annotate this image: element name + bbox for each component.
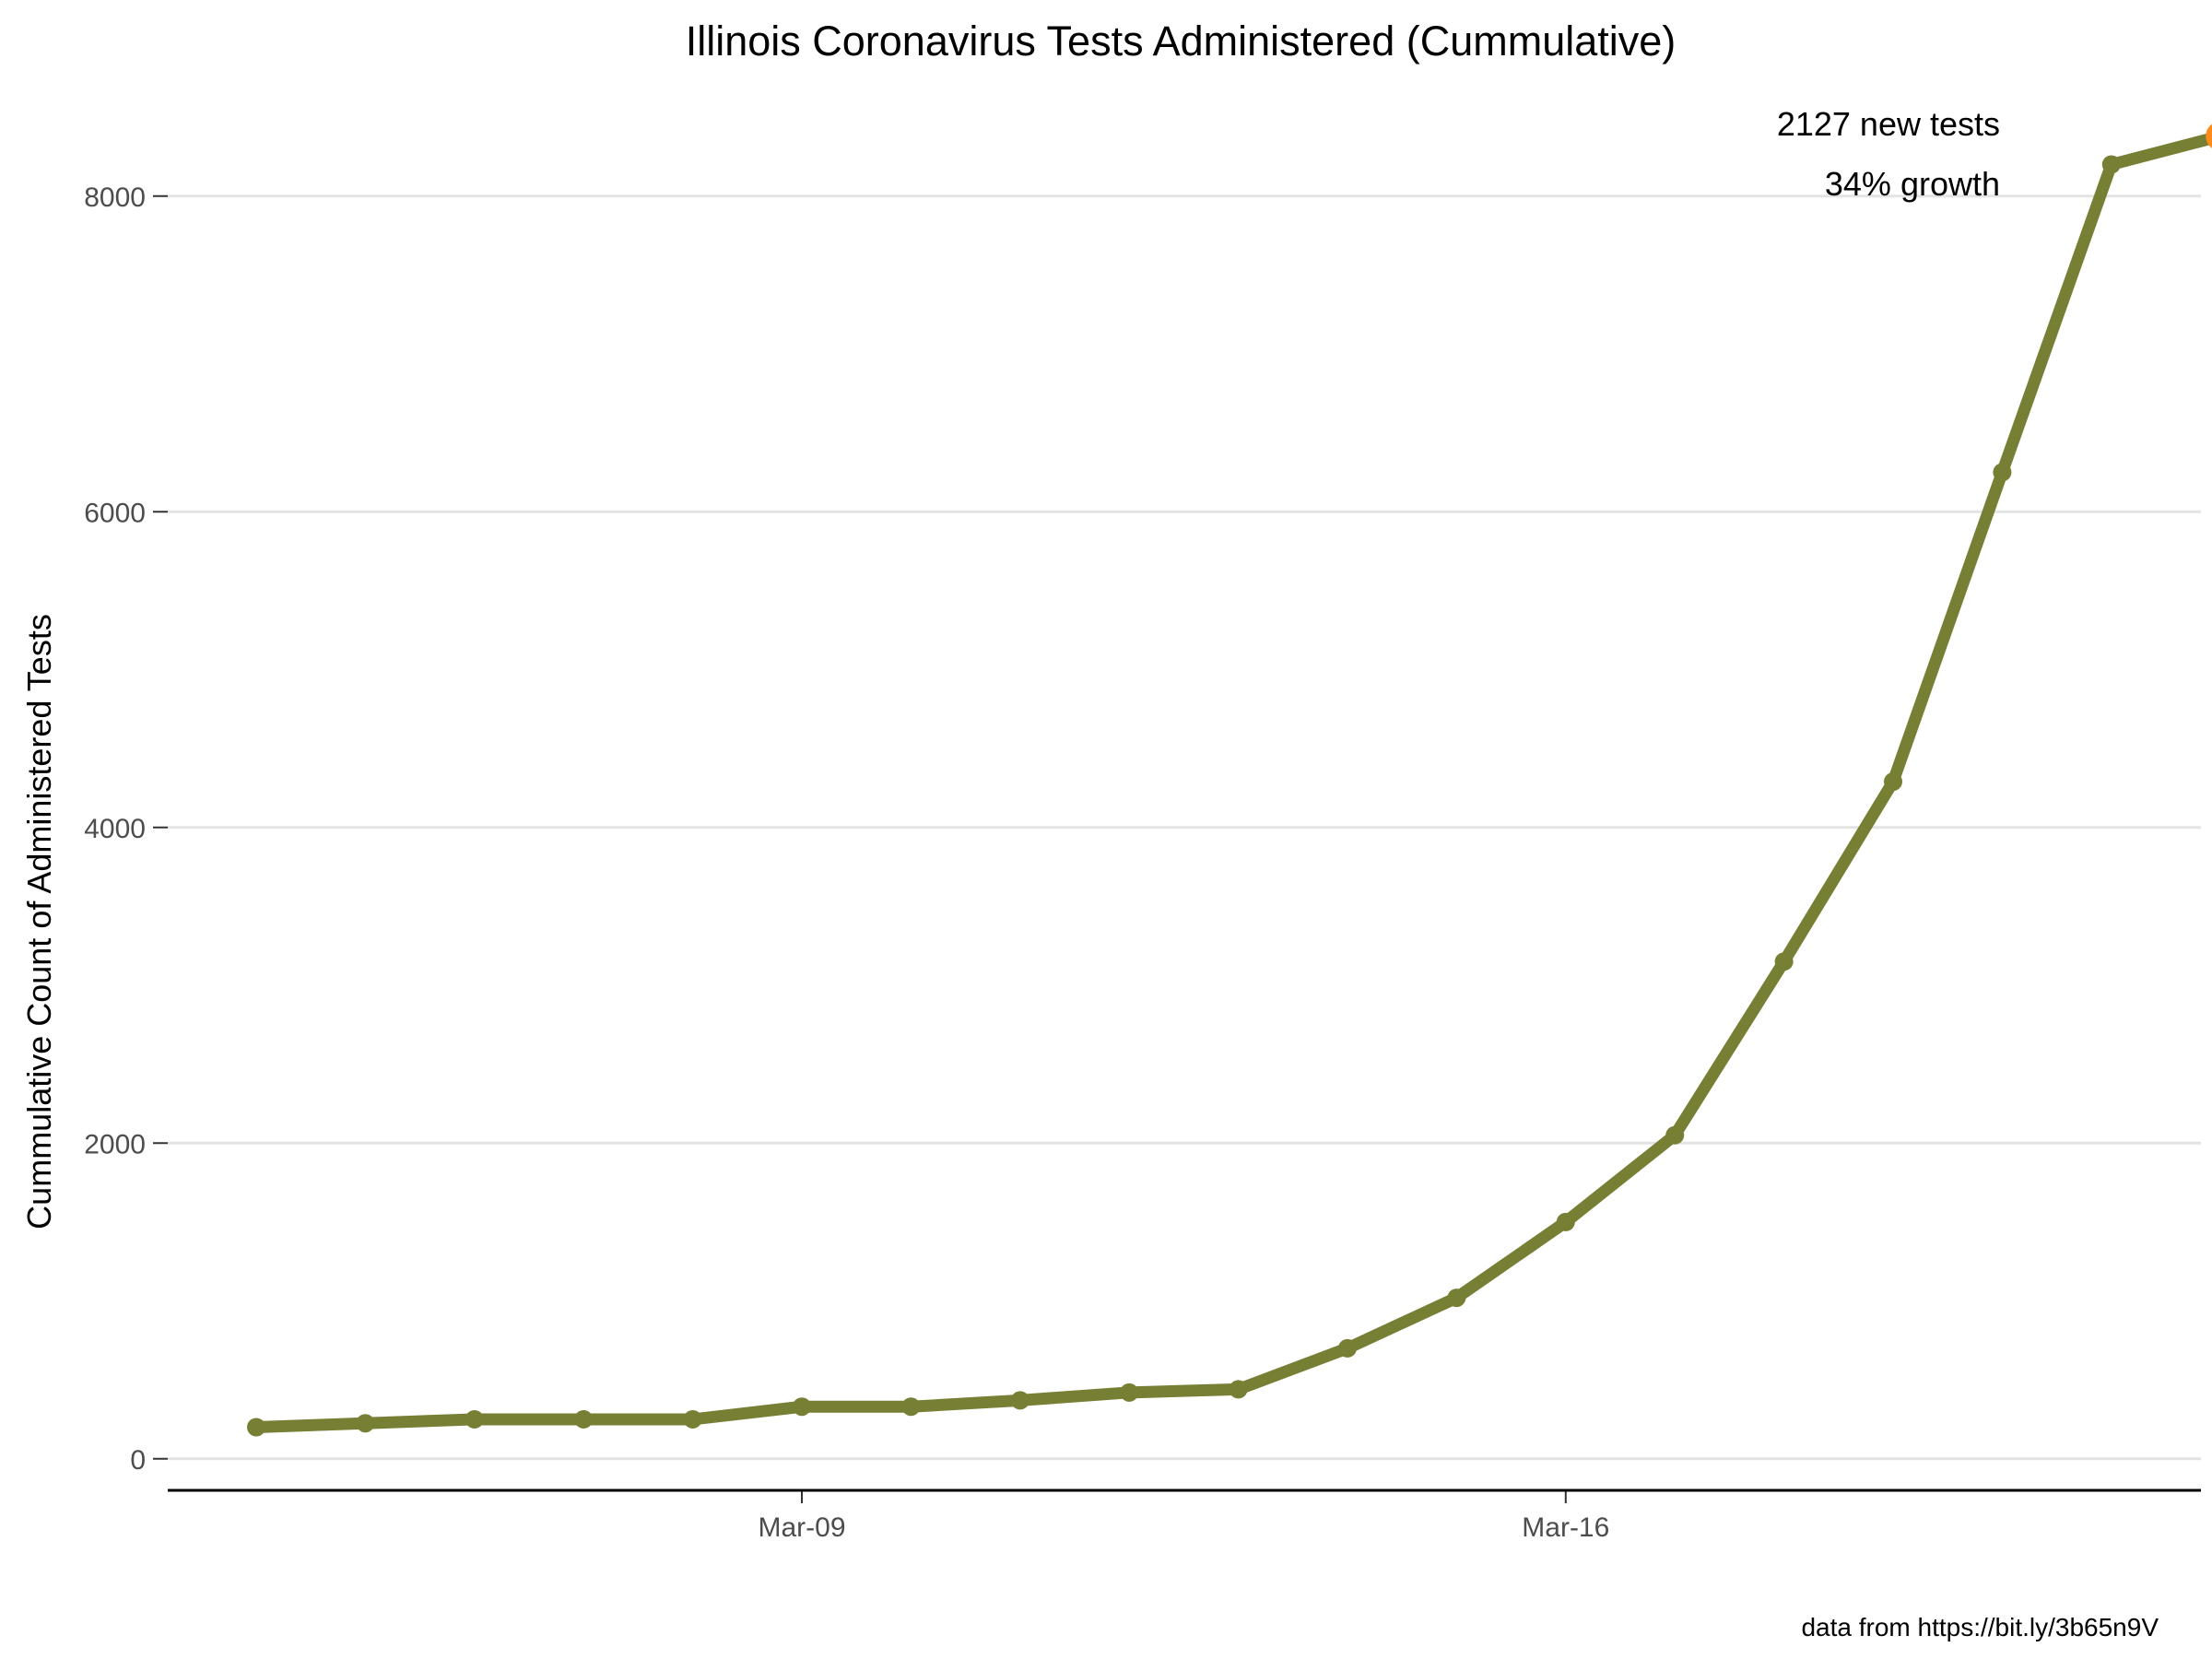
x-tick-label: Mar-16 <box>1522 1512 1609 1543</box>
data-point <box>1120 1382 1139 1402</box>
y-tick-label: 8000 <box>84 182 146 213</box>
data-point <box>247 1418 265 1437</box>
annotation-growth: 34% growth <box>1825 165 2000 203</box>
y-tick-label: 0 <box>130 1445 146 1476</box>
data-point <box>1665 1125 1685 1145</box>
data-point <box>901 1397 921 1417</box>
data-point <box>2101 155 2121 174</box>
y-tick-label: 4000 <box>84 814 146 844</box>
data-point <box>574 1409 594 1429</box>
data-point <box>356 1414 375 1433</box>
highlight-point <box>2206 124 2212 148</box>
data-point <box>1556 1212 1575 1231</box>
source-caption: data from https://bit.ly/3b65n9V <box>1801 1613 2159 1641</box>
y-axis-ticks: 0 2000 4000 6000 8000 <box>84 182 168 1476</box>
data-point <box>1010 1391 1030 1410</box>
y-axis-label: Cummulative Count of Administered Tests <box>20 614 58 1230</box>
data-point <box>793 1397 811 1417</box>
data-point <box>465 1409 484 1429</box>
y-tick-label: 6000 <box>84 498 146 528</box>
y-tick-label: 2000 <box>84 1129 146 1159</box>
annotation-new-tests: 2127 new tests <box>1777 105 2000 143</box>
x-tick-label: Mar-09 <box>758 1512 845 1543</box>
data-point <box>1338 1338 1357 1358</box>
chart-title: Illinois Coronavirus Tests Administered … <box>686 18 1677 65</box>
data-point <box>1229 1380 1248 1399</box>
data-point <box>1774 952 1794 971</box>
series-line <box>250 132 2212 1433</box>
data-series <box>247 124 2212 1437</box>
data-point <box>1884 772 1902 792</box>
data-point <box>683 1409 702 1429</box>
gridlines <box>168 194 2201 1461</box>
x-axis-ticks: Mar-09 Mar-16 <box>758 1490 1609 1543</box>
data-point <box>1447 1288 1466 1308</box>
data-point <box>1993 463 2012 482</box>
